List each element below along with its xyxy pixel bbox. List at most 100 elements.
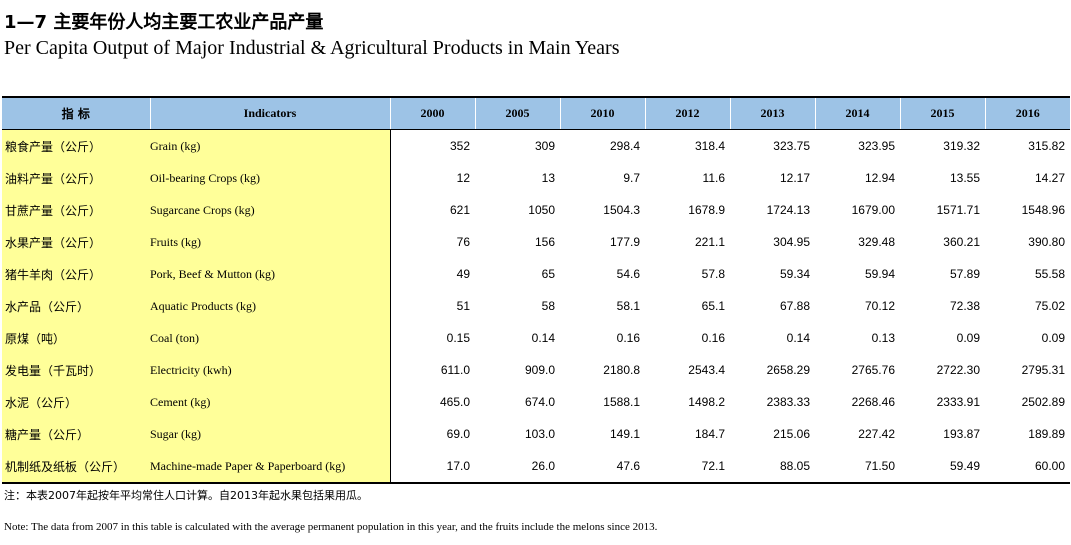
value-cell: 72.1 xyxy=(645,450,730,484)
table-row: 水产品（公斤） Aquatic Products (kg) 51 58 58.1 65.1… xyxy=(2,290,1070,322)
value-cell: 1724.13 xyxy=(766,203,810,217)
page-title-en: Per Capita Output of Major Industrial & … xyxy=(4,37,620,59)
indicator-cn: 油料产量（公斤） xyxy=(2,162,150,194)
value-cell: 2333.91 xyxy=(936,395,980,409)
value-cell: 0.09 xyxy=(956,331,980,345)
indicator-en: Aquatic Products (kg) xyxy=(150,290,391,322)
value-cell: 1678.9 xyxy=(688,203,725,217)
header-indicator-cn: 指 标 xyxy=(2,96,150,130)
value-cell: 611.0 xyxy=(440,363,470,377)
value-cell: 49 xyxy=(456,267,470,281)
value-cell: 88.05 xyxy=(730,450,815,484)
header-row: 指 标 Indicators 2000 2005 2010 2012 2013 … xyxy=(2,96,1070,130)
indicator-en: Coal (ton) xyxy=(150,322,391,354)
indicator-cn: 糖产量（公斤） xyxy=(2,418,150,450)
value-cell: 13 xyxy=(541,171,555,185)
header-year: 2016 xyxy=(984,96,1070,130)
value-cell: 2722.30 xyxy=(936,363,980,377)
value-cell: 0.14 xyxy=(531,331,555,345)
value-cell: 12.17 xyxy=(779,171,810,185)
value-cell: 2180.8 xyxy=(603,363,640,377)
value-cell: 103.0 xyxy=(524,427,555,441)
value-cell: 2795.31 xyxy=(1021,363,1065,377)
value-cell: 69.0 xyxy=(446,427,470,441)
indicator-cn: 机制纸及纸板（公斤） xyxy=(2,450,150,484)
value-cell: 184.7 xyxy=(694,427,725,441)
value-cell: 0.13 xyxy=(871,331,895,345)
value-cell: 674.0 xyxy=(524,395,555,409)
value-cell: 59.49 xyxy=(900,450,985,484)
value-cell: 13.55 xyxy=(949,171,980,185)
value-cell: 2543.4 xyxy=(688,363,725,377)
value-cell: 0.16 xyxy=(701,331,725,345)
note-en: Note: The data from 2007 in this table i… xyxy=(4,521,658,533)
value-cell: 71.50 xyxy=(815,450,900,484)
value-cell: 1588.1 xyxy=(603,395,640,409)
value-cell: 215.06 xyxy=(773,427,810,441)
indicator-en: Electricity (kwh) xyxy=(150,354,391,386)
indicator-cn: 发电量（千瓦时） xyxy=(2,354,150,386)
value-cell: 1548.96 xyxy=(1021,203,1065,217)
header-indicator-en: Indicators xyxy=(149,96,390,130)
value-cell: 12.94 xyxy=(864,171,895,185)
header-year: 2010 xyxy=(559,96,645,130)
value-cell: 465.0 xyxy=(439,395,470,409)
table-row: 水泥（公斤） Cement (kg) 465.0 674.0 1588.1 1498.2 2… xyxy=(2,386,1070,418)
value-cell: 149.1 xyxy=(609,427,640,441)
value-cell: 193.87 xyxy=(943,427,980,441)
value-cell: 309 xyxy=(534,139,555,153)
value-cell: 26.0 xyxy=(475,450,560,484)
table-row: 水果产量（公斤） Fruits (kg) 76 156 177.9 221.1 304.95… xyxy=(2,226,1070,258)
value-cell: 2658.29 xyxy=(766,363,810,377)
table-row: 粮食产量（公斤） Grain (kg) 352 309 298.4 318.4 323.75… xyxy=(2,129,1070,162)
indicator-cn: 水泥（公斤） xyxy=(2,386,150,418)
value-cell: 352 xyxy=(449,139,470,153)
value-cell: 75.02 xyxy=(1034,299,1065,313)
table-row: 发电量（千瓦时） Electricity (kwh) 611.0 909.0 2180.… xyxy=(2,354,1070,386)
note-cn: 注：本表2007年起按年平均常住人口计算。自2013年起水果包括果用瓜。 xyxy=(4,489,368,502)
value-cell: 65.1 xyxy=(701,299,725,313)
value-cell: 70.12 xyxy=(864,299,895,313)
value-cell: 60.00 xyxy=(985,450,1070,484)
indicator-cn: 原煤（吨） xyxy=(2,322,150,354)
table-row: 油料产量（公斤） Oil-bearing Crops (kg) 12 13 9.7 11.… xyxy=(2,162,1070,194)
value-cell: 57.89 xyxy=(949,267,980,281)
indicator-cn: 水产品（公斤） xyxy=(2,290,150,322)
value-cell: 360.21 xyxy=(943,235,980,249)
value-cell: 2383.33 xyxy=(766,395,810,409)
page-title-cn: 1—7 主要年份人均主要工农业产品产量 xyxy=(4,12,324,33)
indicator-en: Sugarcane Crops (kg) xyxy=(150,194,391,226)
indicator-en: Machine-made Paper & Paperboard (kg) xyxy=(150,450,391,484)
value-cell: 1504.3 xyxy=(603,203,640,217)
value-cell: 51 xyxy=(456,299,470,313)
indicator-en: Fruits (kg) xyxy=(150,226,391,258)
value-cell: 329.48 xyxy=(858,235,895,249)
value-cell: 55.58 xyxy=(1034,267,1065,281)
value-cell: 58 xyxy=(541,299,555,313)
value-cell: 65 xyxy=(541,267,555,281)
value-cell: 2268.46 xyxy=(851,395,895,409)
value-cell: 318.4 xyxy=(694,139,725,153)
value-cell: 189.89 xyxy=(1028,427,1065,441)
value-cell: 323.75 xyxy=(773,139,810,153)
value-cell: 390.80 xyxy=(1028,235,1065,249)
data-table: 指 标 Indicators 2000 2005 2010 2012 2013 … xyxy=(2,96,1070,484)
value-cell: 9.7 xyxy=(623,171,640,185)
value-cell: 621 xyxy=(449,203,470,217)
value-cell: 59.34 xyxy=(779,267,810,281)
value-cell: 323.95 xyxy=(858,139,895,153)
value-cell: 58.1 xyxy=(616,299,640,313)
value-cell: 11.6 xyxy=(702,171,725,185)
indicator-cn: 水果产量（公斤） xyxy=(2,226,150,258)
table-row: 原煤（吨） Coal (ton) 0.15 0.14 0.16 0.16 0.14 0.13 0… xyxy=(2,322,1070,354)
value-cell: 57.8 xyxy=(701,267,725,281)
value-cell: 17.0 xyxy=(390,450,475,484)
indicator-cn: 粮食产量（公斤） xyxy=(2,129,150,162)
value-cell: 67.88 xyxy=(779,299,810,313)
header-year: 2013 xyxy=(729,96,815,130)
value-cell: 227.42 xyxy=(858,427,895,441)
header-year: 2015 xyxy=(899,96,985,130)
value-cell: 1050 xyxy=(528,203,555,217)
value-cell: 1679.00 xyxy=(851,203,895,217)
table-body: 粮食产量（公斤） Grain (kg) 352 309 298.4 318.4 323.75… xyxy=(2,129,1070,484)
